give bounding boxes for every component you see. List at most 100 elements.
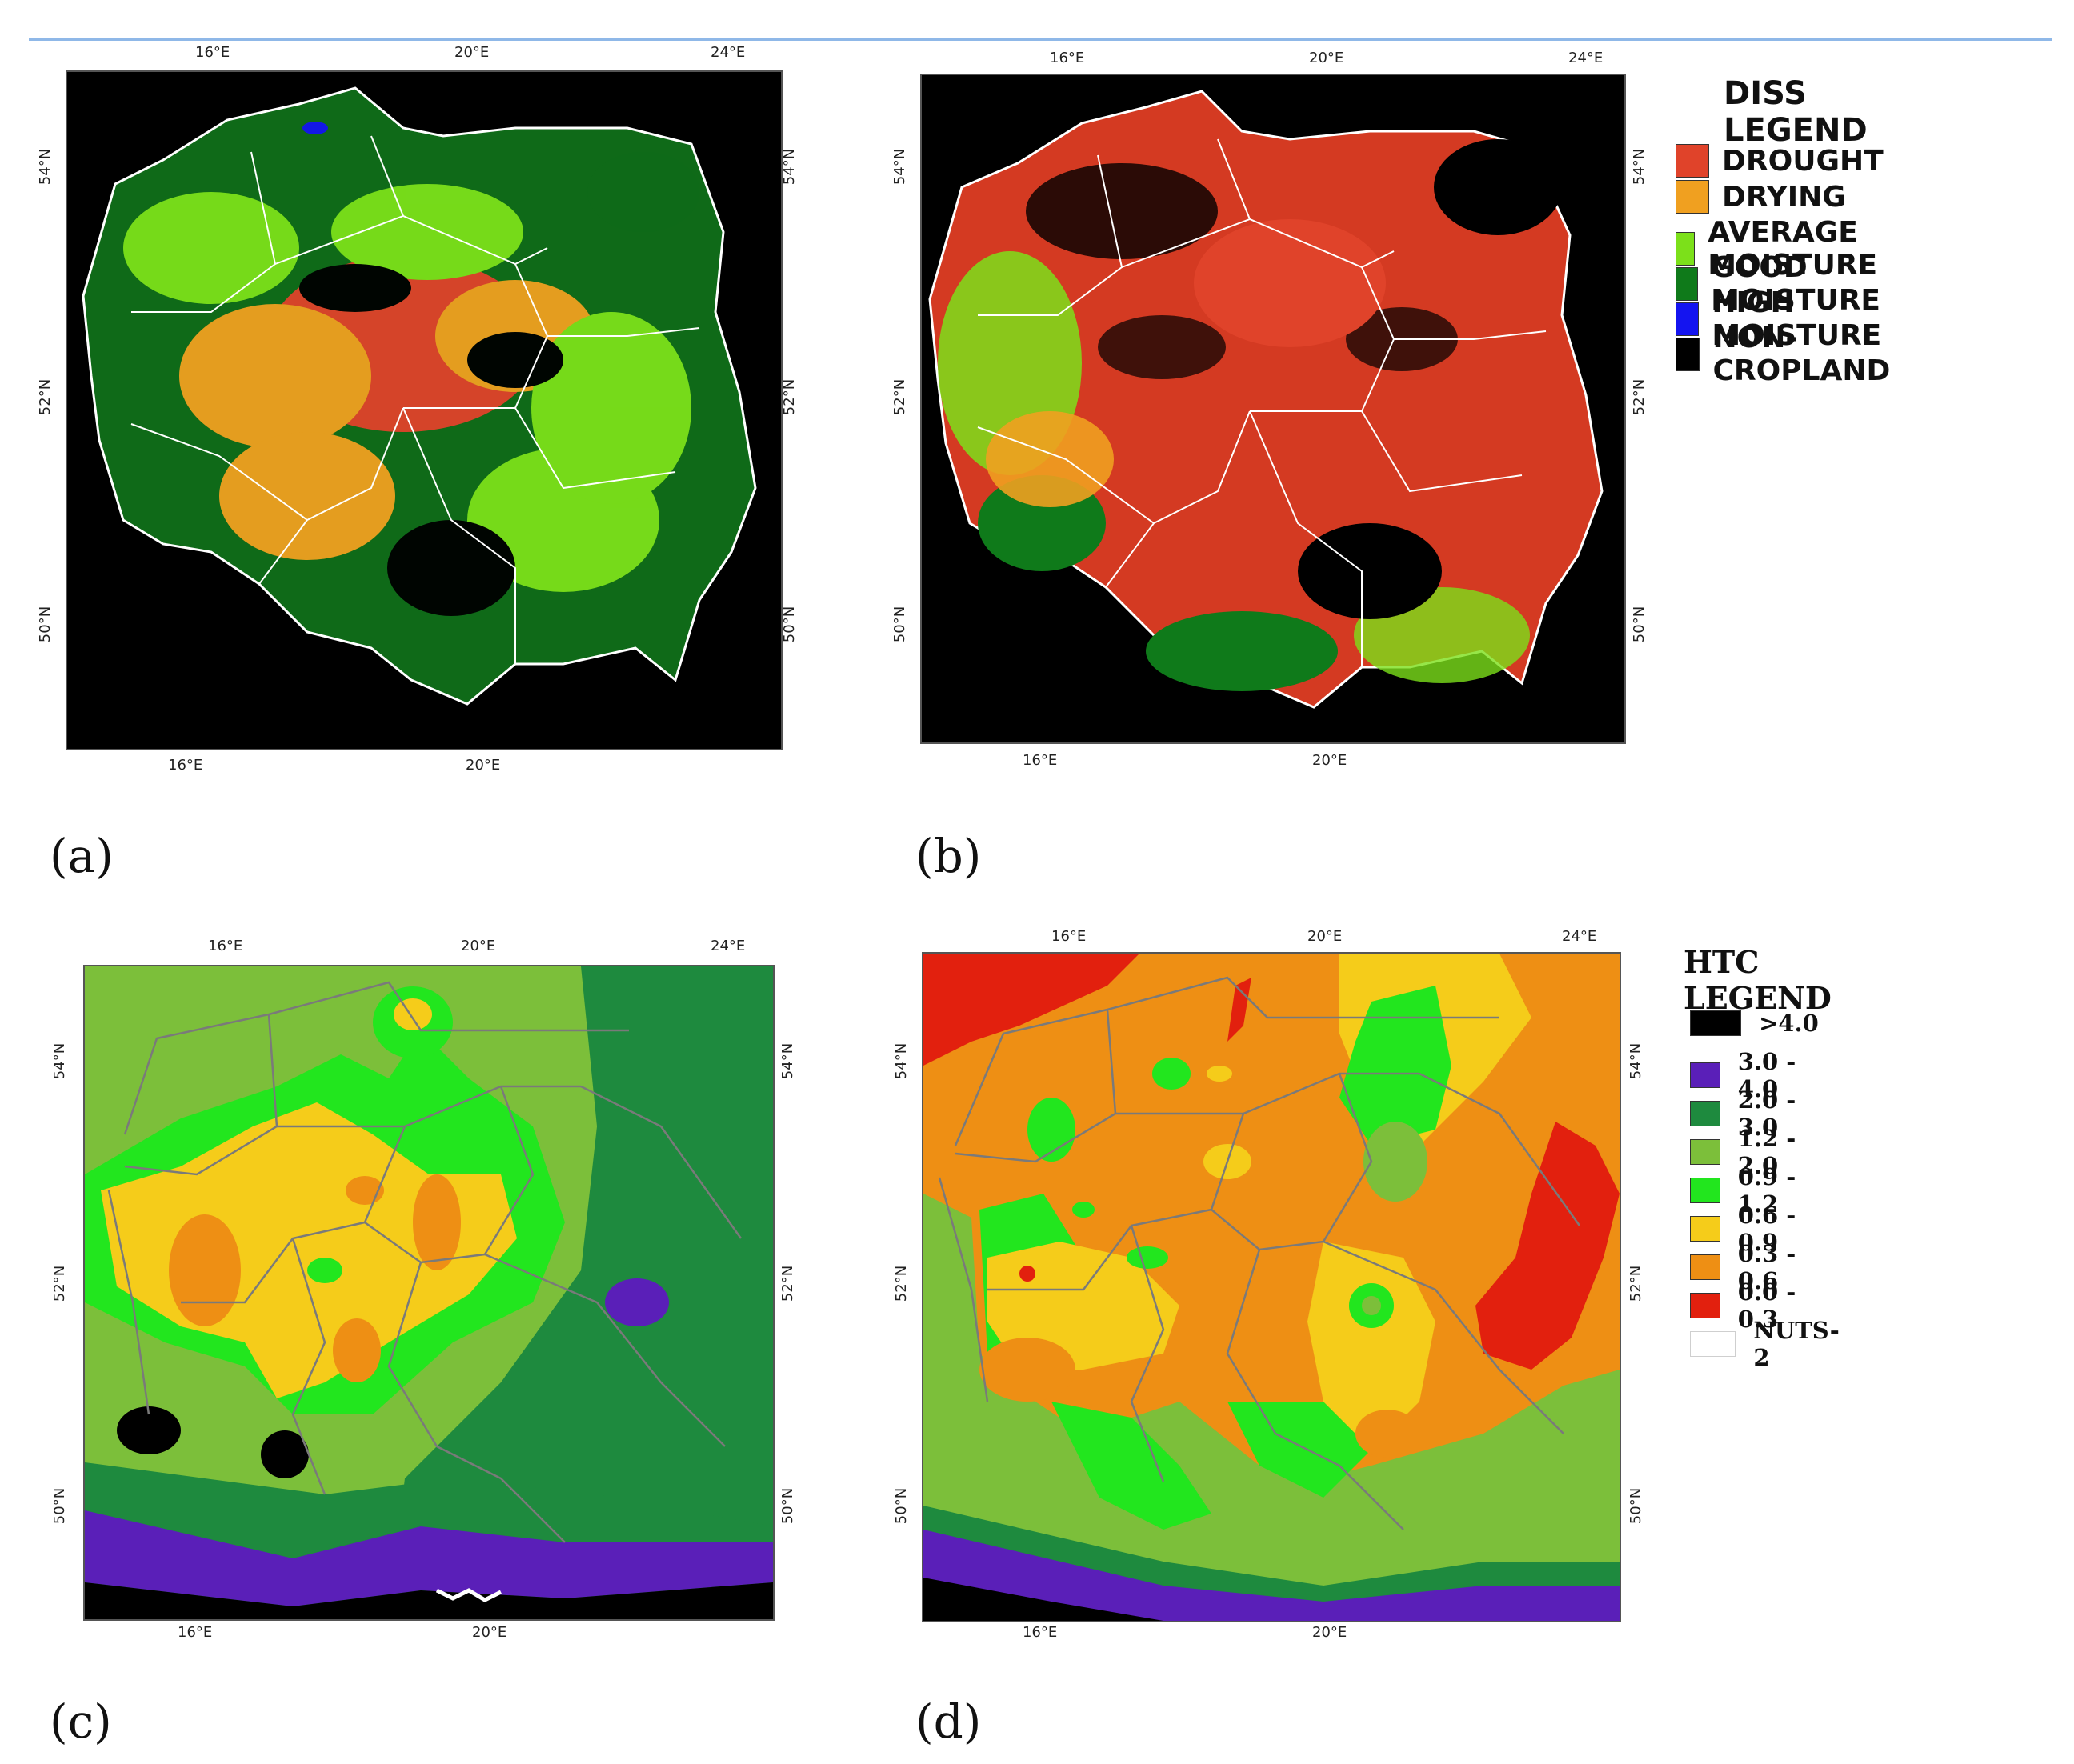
diss-legend-item: NON-CROPLAND — [1676, 322, 1900, 387]
diss-map-b — [920, 74, 1626, 744]
htc-legend-item: 1.2 - 2.0 — [1690, 1125, 1799, 1179]
right-tick-50n: 50°N — [779, 1487, 797, 1525]
left-tick-54n: 54°N — [891, 148, 909, 186]
left-tick-52n: 52°N — [51, 1265, 69, 1302]
bottom-tick-16e: 16°E — [1023, 752, 1058, 769]
region-borders-b — [977, 138, 1547, 667]
top-tick-16e: 16°E — [195, 44, 230, 61]
right-tick-52n: 52°N — [779, 1265, 797, 1302]
bottom-tick-16e: 16°E — [178, 1624, 213, 1641]
diss-legend-item: HIGH MOISTURE — [1676, 286, 1892, 352]
panel-label-d: (d) — [915, 1694, 982, 1749]
top-tick-20e: 20°E — [454, 44, 490, 61]
diss-map-a — [66, 70, 783, 750]
panel-label-a: (a) — [50, 829, 114, 883]
nuts2-swatch — [1690, 1331, 1736, 1357]
top-tick-16e: 16°E — [208, 938, 243, 954]
panel-label-c: (c) — [50, 1694, 112, 1749]
left-tick-52n: 52°N — [893, 1265, 911, 1302]
bottom-tick-20e: 20°E — [472, 1624, 507, 1641]
left-tick-50n: 50°N — [51, 1487, 69, 1525]
right-tick-54n: 54°N — [781, 148, 799, 186]
bottom-tick-16e: 16°E — [1023, 1624, 1058, 1641]
htc-legend-item: NUTS-2 — [1690, 1317, 1844, 1371]
right-tick-50n: 50°N — [781, 606, 799, 643]
htc-legend-label: NUTS-2 — [1753, 1317, 1840, 1371]
left-tick-54n: 54°N — [51, 1042, 69, 1080]
diss-legend-label: GOOD MOISTURE — [1711, 251, 1881, 317]
htc-legend-item: 0.9 - 1.2 — [1690, 1163, 1799, 1218]
left-tick-50n: 50°N — [891, 606, 909, 643]
diss-legend-label: DRYING — [1722, 180, 1846, 214]
diss-legend-label: AVERAGE MOISTURE — [1708, 216, 1878, 282]
top-tick-16e: 16°E — [1050, 50, 1085, 66]
drought-swatch — [1676, 144, 1709, 178]
htc-legend-item: >4.0 — [1690, 1010, 1819, 1037]
htc-map-d — [922, 952, 1621, 1622]
htc-legend-title: HTC LEGEND — [1684, 944, 1832, 1016]
bottom-tick-16e: 16°E — [168, 757, 203, 774]
htc-3-4-swatch — [1690, 1062, 1720, 1088]
htc-map-c — [83, 965, 775, 1621]
nuts2-borders-c — [107, 981, 743, 1543]
htc-legend-item: 2.0 - 3.0 — [1690, 1086, 1799, 1141]
good-moisture-swatch — [1676, 267, 1699, 301]
left-tick-50n: 50°N — [37, 606, 54, 643]
diss-legend-label: NON-CROPLAND — [1712, 322, 1891, 387]
htc-legend-label: 0.3 - 0.6 — [1737, 1240, 1796, 1294]
htc-legend-label: >4.0 — [1759, 1010, 1819, 1037]
right-tick-52n: 52°N — [1631, 378, 1648, 416]
diss-regions-b — [938, 139, 1562, 691]
htc-legend-item: 3.0 - 4.0 — [1690, 1048, 1799, 1102]
htc-legend-item: 0.0 - 0.3 — [1690, 1278, 1799, 1333]
top-tick-24e: 24°E — [711, 44, 746, 61]
right-tick-52n: 52°N — [1628, 1265, 1645, 1302]
region-borders-a — [130, 135, 700, 664]
high-moisture-swatch — [1676, 302, 1700, 336]
right-tick-54n: 54°N — [779, 1042, 797, 1080]
left-tick-54n: 54°N — [37, 148, 54, 186]
top-tick-24e: 24°E — [1562, 928, 1597, 945]
htc-gt4-swatch — [1690, 1010, 1741, 1036]
top-tick-20e: 20°E — [461, 938, 496, 954]
drying-swatch — [1676, 180, 1709, 214]
right-tick-54n: 54°N — [1631, 148, 1648, 186]
htc-legend-label: 0.9 - 1.2 — [1737, 1163, 1796, 1218]
diss-legend-label: DROUGHT — [1722, 144, 1884, 178]
top-tick-24e: 24°E — [711, 938, 746, 954]
nuts2-borders-d — [938, 976, 1581, 1530]
htc-legend-label: 1.2 - 2.0 — [1737, 1125, 1796, 1179]
htc-legend-item: 0.3 - 0.6 — [1690, 1240, 1799, 1294]
bottom-tick-20e: 20°E — [1312, 1624, 1347, 1641]
diss-legend-item: DROUGHT — [1676, 144, 1884, 178]
top-divider — [29, 38, 2052, 41]
htc-legend-label: 3.0 - 4.0 — [1737, 1048, 1796, 1102]
diss-regions-a — [123, 122, 699, 616]
bottom-tick-20e: 20°E — [1312, 752, 1347, 769]
left-tick-50n: 50°N — [893, 1487, 911, 1525]
bottom-tick-20e: 20°E — [466, 757, 501, 774]
diss-legend-item: GOOD MOISTURE — [1676, 251, 1892, 317]
diss-legend-item: AVERAGE MOISTURE — [1676, 216, 1892, 282]
non-cropland-swatch — [1676, 338, 1700, 371]
left-tick-52n: 52°N — [37, 378, 54, 416]
left-tick-52n: 52°N — [891, 378, 909, 416]
panel-label-b: (b) — [915, 829, 982, 883]
diss-legend-item: DRYING — [1676, 180, 1846, 214]
htc-legend-item: 0.6 - 0.9 — [1690, 1202, 1799, 1256]
diss-legend-label: HIGH MOISTURE — [1712, 286, 1882, 352]
htc-03-06-swatch — [1690, 1254, 1720, 1280]
diss-legend-title: DISS LEGEND — [1724, 75, 1868, 149]
right-tick-50n: 50°N — [1631, 606, 1648, 643]
top-tick-20e: 20°E — [1309, 50, 1344, 66]
left-tick-54n: 54°N — [893, 1042, 911, 1080]
htc-06-09-swatch — [1690, 1216, 1720, 1242]
top-tick-16e: 16°E — [1051, 928, 1087, 945]
htc-legend-label: 0.0 - 0.3 — [1737, 1278, 1796, 1333]
htc-2-3-swatch — [1690, 1101, 1720, 1126]
right-tick-52n: 52°N — [781, 378, 799, 416]
htc-legend-label: 0.6 - 0.9 — [1737, 1202, 1796, 1256]
right-tick-54n: 54°N — [1628, 1042, 1645, 1080]
top-tick-20e: 20°E — [1307, 928, 1343, 945]
htc-09-12-swatch — [1690, 1178, 1720, 1203]
